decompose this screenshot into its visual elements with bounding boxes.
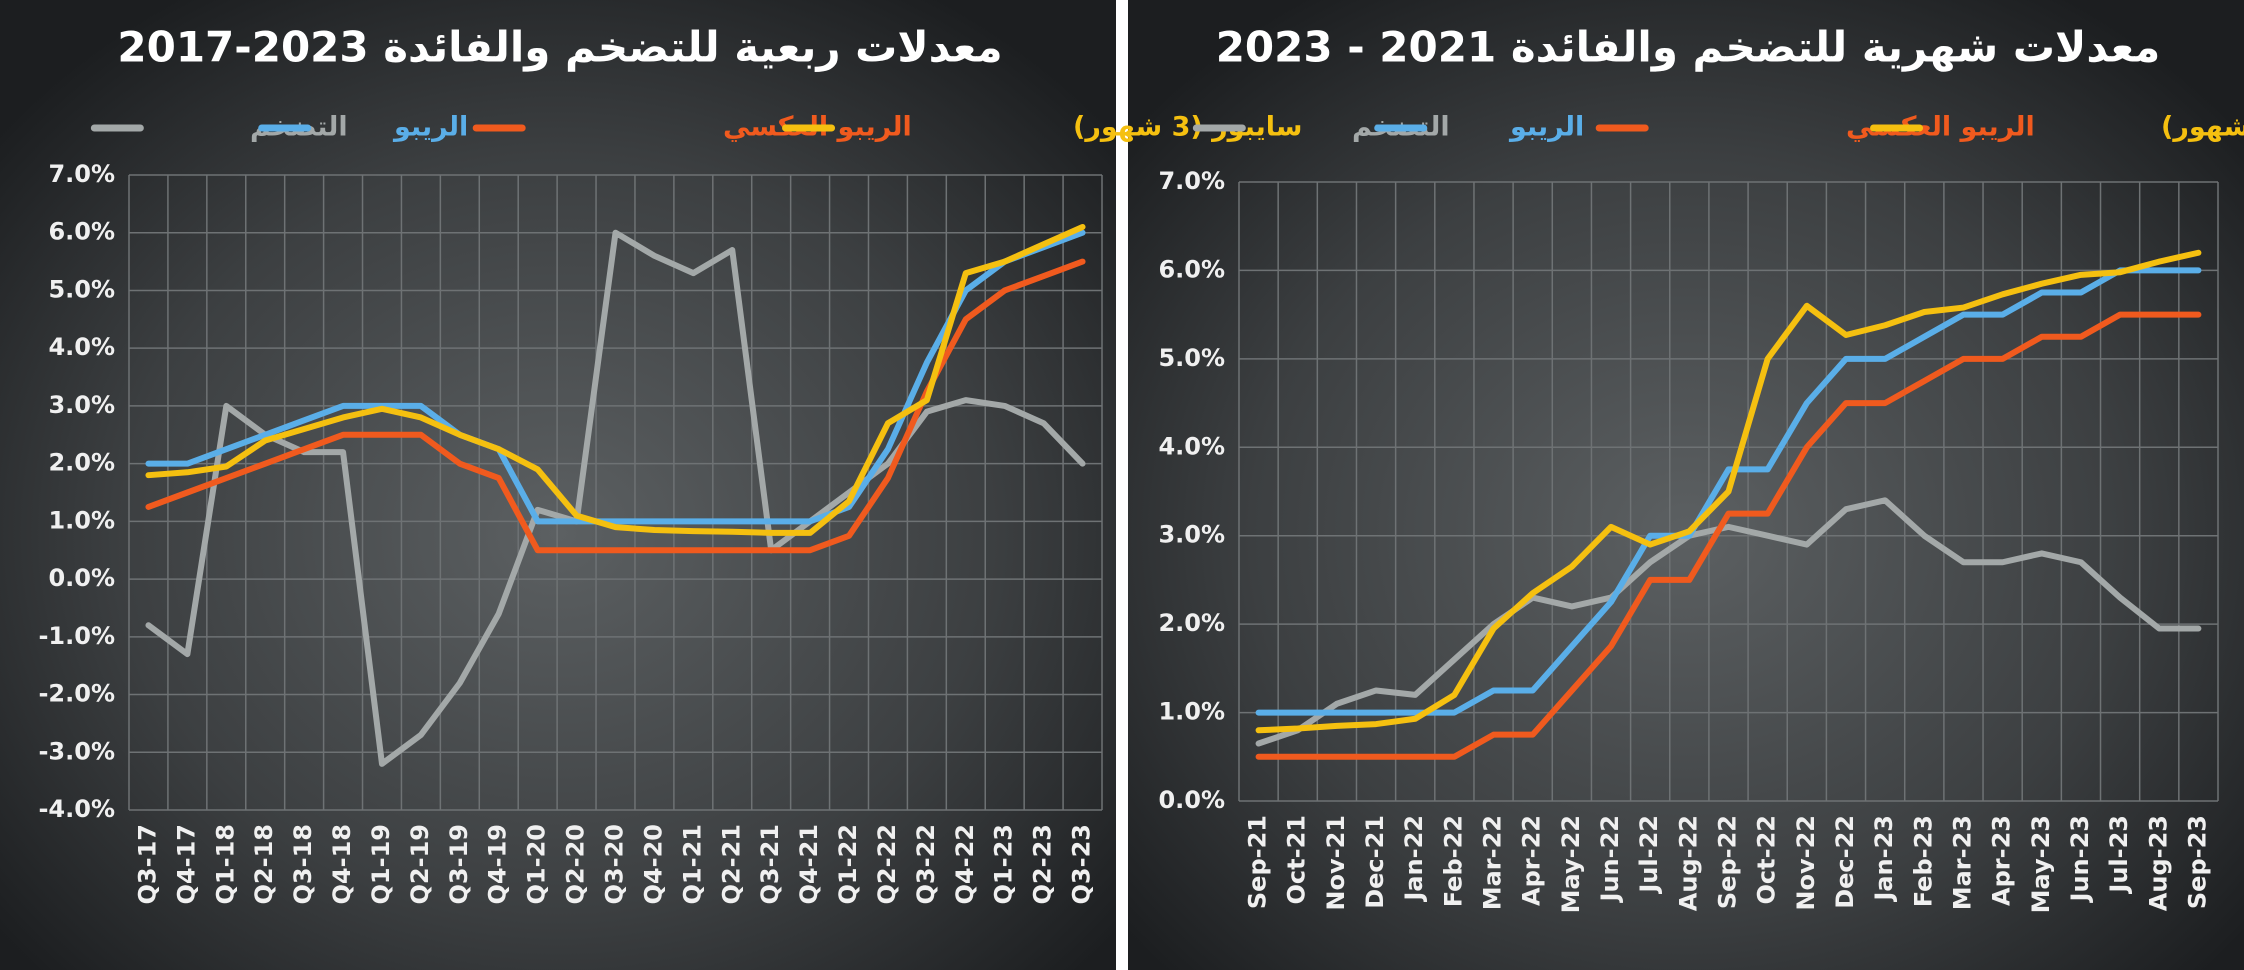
x-tick-label: Q2-21 <box>717 824 745 904</box>
x-tick-label: May-22 <box>1557 815 1585 913</box>
x-tick-label: Mar-23 <box>1948 815 1976 910</box>
x-tick-label: Feb-23 <box>1909 815 1937 907</box>
y-tick-label: 0.0% <box>48 564 115 592</box>
x-tick-label: Q1-22 <box>834 824 862 904</box>
y-tick-label: 2.0% <box>1158 609 1225 637</box>
x-tick-label: Jul-22 <box>1635 815 1663 895</box>
series-line <box>1255 311 2202 760</box>
x-tick-label: Q1-19 <box>367 824 395 904</box>
x-tick-label: Q4-19 <box>484 824 512 904</box>
x-tick-label: Oct-22 <box>1753 815 1781 904</box>
y-tick-label: 7.0% <box>48 160 115 188</box>
x-tick-label: Q4-22 <box>951 824 979 904</box>
y-tick-label: 3.0% <box>48 391 115 419</box>
x-tick-label: Q3-22 <box>912 824 940 904</box>
x-tick-label: Jul-23 <box>2105 815 2133 895</box>
x-tick-label: Jan-22 <box>1400 815 1428 903</box>
y-tick-label: 3.0% <box>1158 521 1225 549</box>
y-tick-label: 1.0% <box>1158 698 1225 726</box>
x-tick-label: Aug-23 <box>2144 815 2172 911</box>
series-line <box>1255 249 2202 734</box>
x-tick-label: Jun-23 <box>2066 815 2094 903</box>
chart-title: معدلات شهرية للتضخم والفائدة 2021 - 2023 <box>1216 23 2161 73</box>
x-tick-label: Q3-19 <box>445 824 473 904</box>
legend-label: الريبو <box>392 112 468 143</box>
series-line <box>1255 497 2202 747</box>
x-tick-label: Q4-21 <box>795 824 823 904</box>
y-tick-label: 5.0% <box>1158 344 1225 372</box>
x-tick-label: Apr-23 <box>1988 815 2016 906</box>
x-tick-label: Q1-20 <box>523 824 551 904</box>
series-line <box>145 229 1086 525</box>
x-tick-label: Sep-21 <box>1244 815 1272 909</box>
x-tick-label: Dec-21 <box>1361 815 1389 909</box>
x-tick-label: Q2-20 <box>562 824 590 904</box>
y-tick-label: 0.0% <box>1158 786 1225 814</box>
x-tick-label: Q4-20 <box>639 824 667 904</box>
series-line <box>1255 267 2202 716</box>
legend-label: سايبور (3 شهور) <box>2161 112 2244 143</box>
x-tick-label: Mar-22 <box>1479 815 1507 910</box>
panel-background <box>1128 0 2244 970</box>
x-tick-label: Apr-22 <box>1518 815 1546 906</box>
y-tick-label: -4.0% <box>38 795 115 823</box>
x-tick-label: Sep-23 <box>2183 815 2211 909</box>
chart-title: معدلات ربعية للتضخم والفائدة 2023-2017 <box>117 23 1002 73</box>
y-tick-label: 7.0% <box>1158 167 1225 195</box>
x-tick-label: Q1-23 <box>990 824 1018 904</box>
x-tick-label: Jan-23 <box>1870 815 1898 903</box>
x-tick-label: Q3-21 <box>756 824 784 904</box>
y-tick-label: -2.0% <box>38 680 115 708</box>
x-tick-label: Aug-22 <box>1674 815 1702 911</box>
x-tick-label: Q4-18 <box>328 824 356 904</box>
legend-label: سايبور (3 شهور) <box>1073 112 1302 143</box>
x-tick-label: Q3-20 <box>601 824 629 904</box>
y-tick-label: 4.0% <box>1158 432 1225 460</box>
x-tick-label: Q1-21 <box>678 824 706 904</box>
x-tick-label: Q2-22 <box>873 824 901 904</box>
y-tick-label: 5.0% <box>48 275 115 303</box>
y-tick-label: 6.0% <box>48 218 115 246</box>
legend-label: الريبو <box>1508 112 1584 143</box>
x-tick-label: Q1-18 <box>211 824 239 904</box>
x-tick-label: Sep-22 <box>1714 815 1742 909</box>
x-tick-label: Q2-18 <box>250 824 278 904</box>
x-tick-label: Nov-21 <box>1322 815 1350 911</box>
x-tick-label: Q3-23 <box>1068 824 1096 904</box>
y-tick-label: 1.0% <box>48 506 115 534</box>
x-tick-label: Nov-22 <box>1792 815 1820 911</box>
x-tick-label: Q4-17 <box>172 824 200 904</box>
y-tick-label: 4.0% <box>48 333 115 361</box>
y-tick-label: -3.0% <box>38 737 115 765</box>
y-tick-label: 6.0% <box>1158 255 1225 283</box>
y-tick-label: 2.0% <box>48 449 115 477</box>
x-tick-label: Feb-22 <box>1439 815 1467 907</box>
x-tick-label: Q3-17 <box>133 824 161 904</box>
x-tick-label: May-23 <box>2027 815 2055 913</box>
x-tick-label: Q2-23 <box>1029 824 1057 904</box>
x-tick-label: Dec-22 <box>1831 815 1859 909</box>
series-line <box>145 223 1086 536</box>
y-tick-label: -1.0% <box>38 622 115 650</box>
x-tick-label: Q2-19 <box>406 824 434 904</box>
panel-background <box>0 0 1116 970</box>
x-tick-label: Q3-18 <box>289 824 317 904</box>
x-tick-label: Oct-21 <box>1283 815 1311 904</box>
x-tick-label: Jun-22 <box>1596 815 1624 903</box>
